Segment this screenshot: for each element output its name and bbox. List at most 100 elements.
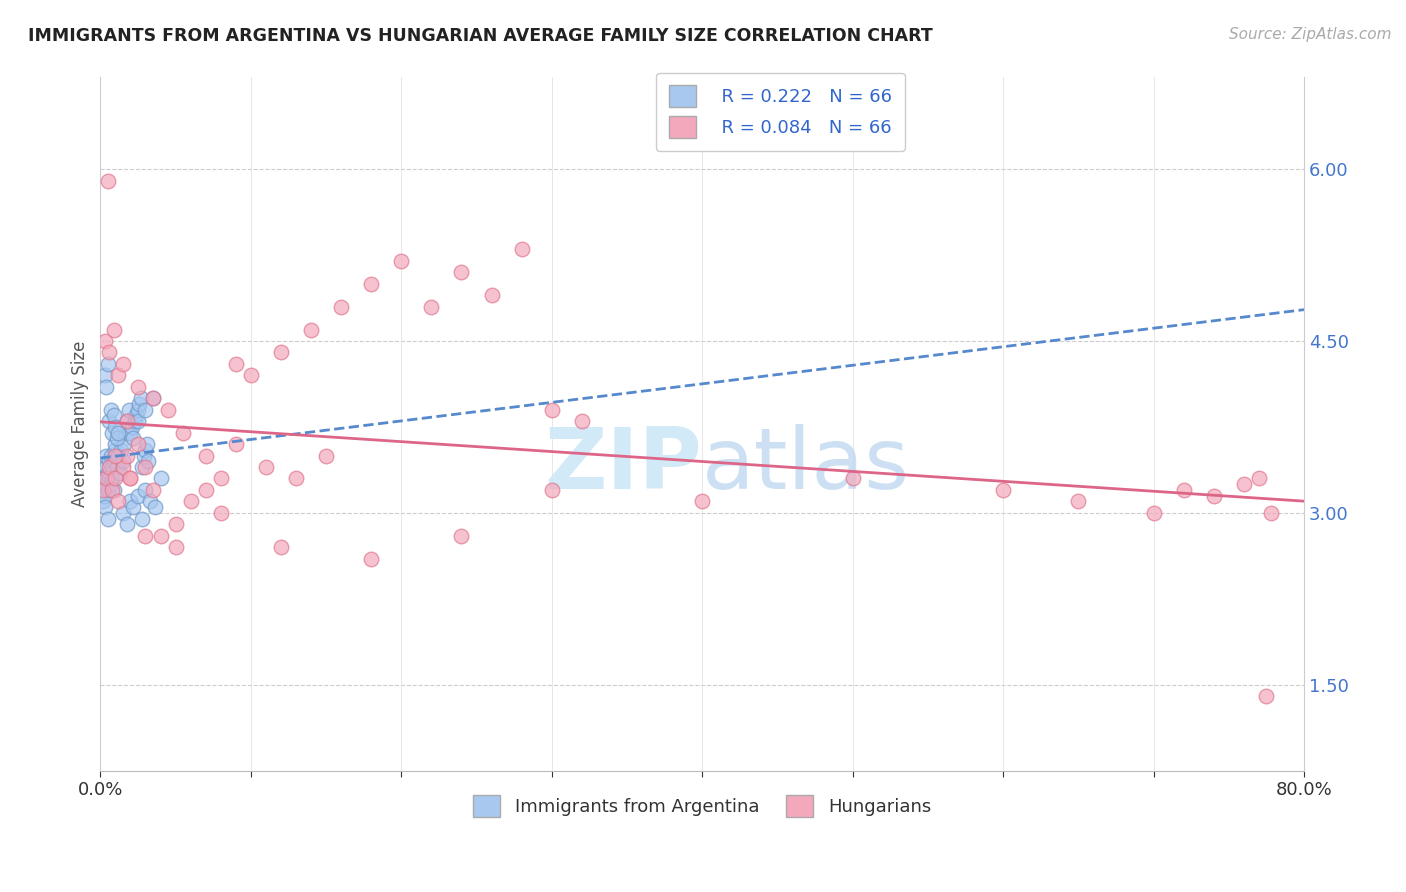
Point	[129, 392, 152, 406]
Point	[157, 402, 180, 417]
Point	[127, 437, 149, 451]
Point	[124, 414, 146, 428]
Point	[97, 466, 120, 480]
Point	[1256, 690, 1278, 704]
Point	[120, 494, 142, 508]
Point	[101, 460, 124, 475]
Point	[149, 471, 172, 485]
Point	[1247, 471, 1270, 485]
Point	[143, 500, 166, 515]
Point	[112, 437, 135, 451]
Point	[115, 425, 138, 440]
Point	[97, 483, 120, 497]
Point	[103, 483, 125, 497]
Point	[571, 414, 593, 428]
Point	[94, 334, 117, 348]
Point	[134, 460, 156, 475]
Point	[104, 420, 127, 434]
Point	[360, 277, 382, 291]
Point	[1233, 477, 1256, 491]
Point	[239, 368, 262, 383]
Point	[117, 449, 139, 463]
Point	[105, 431, 128, 445]
Text: IMMIGRANTS FROM ARGENTINA VS HUNGARIAN AVERAGE FAMILY SIZE CORRELATION CHART: IMMIGRANTS FROM ARGENTINA VS HUNGARIAN A…	[28, 27, 932, 45]
Point	[94, 477, 117, 491]
Point	[284, 471, 307, 485]
Point	[94, 500, 117, 515]
Point	[420, 300, 443, 314]
Point	[142, 483, 165, 497]
Y-axis label: Average Family Size: Average Family Size	[72, 341, 89, 508]
Point	[254, 460, 277, 475]
Point	[121, 420, 143, 434]
Point	[105, 460, 128, 475]
Point	[103, 409, 125, 423]
Point	[100, 477, 122, 491]
Point	[127, 402, 149, 417]
Point	[98, 454, 121, 468]
Point	[103, 454, 125, 468]
Point	[107, 425, 129, 440]
Point	[94, 368, 117, 383]
Point	[101, 471, 124, 485]
Point	[194, 449, 217, 463]
Point	[120, 471, 142, 485]
Point	[131, 460, 153, 475]
Point	[103, 322, 125, 336]
Point	[127, 380, 149, 394]
Point	[101, 483, 124, 497]
Point	[172, 425, 194, 440]
Point	[100, 402, 122, 417]
Point	[98, 460, 121, 475]
Point	[97, 511, 120, 525]
Point	[225, 437, 247, 451]
Point	[104, 442, 127, 457]
Point	[132, 449, 155, 463]
Text: atlas: atlas	[702, 425, 910, 508]
Point	[101, 425, 124, 440]
Point	[1142, 506, 1164, 520]
Point	[90, 483, 112, 497]
Point	[93, 494, 115, 508]
Point	[165, 541, 187, 555]
Point	[330, 300, 353, 314]
Point	[142, 392, 165, 406]
Point	[127, 414, 149, 428]
Point	[138, 454, 160, 468]
Point	[209, 471, 232, 485]
Point	[120, 425, 142, 440]
Point	[97, 173, 120, 187]
Point	[841, 471, 863, 485]
Point	[111, 454, 134, 468]
Point	[111, 357, 134, 371]
Point	[134, 483, 156, 497]
Point	[108, 466, 131, 480]
Point	[128, 397, 150, 411]
Point	[149, 529, 172, 543]
Point	[98, 345, 121, 359]
Point	[1173, 483, 1195, 497]
Point	[93, 471, 115, 485]
Point	[98, 414, 121, 428]
Text: ZIP: ZIP	[544, 425, 702, 508]
Point	[481, 288, 503, 302]
Point	[131, 511, 153, 525]
Point	[360, 551, 382, 566]
Point	[125, 409, 148, 423]
Point	[96, 380, 118, 394]
Point	[107, 368, 129, 383]
Point	[127, 489, 149, 503]
Point	[111, 506, 134, 520]
Point	[120, 471, 142, 485]
Point	[450, 265, 472, 279]
Point	[1260, 506, 1282, 520]
Point	[225, 357, 247, 371]
Point	[134, 402, 156, 417]
Point	[142, 392, 165, 406]
Point	[450, 529, 472, 543]
Point	[122, 431, 145, 445]
Point	[690, 494, 713, 508]
Legend: Immigrants from Argentina, Hungarians: Immigrants from Argentina, Hungarians	[465, 788, 938, 824]
Point	[117, 414, 139, 428]
Point	[136, 437, 159, 451]
